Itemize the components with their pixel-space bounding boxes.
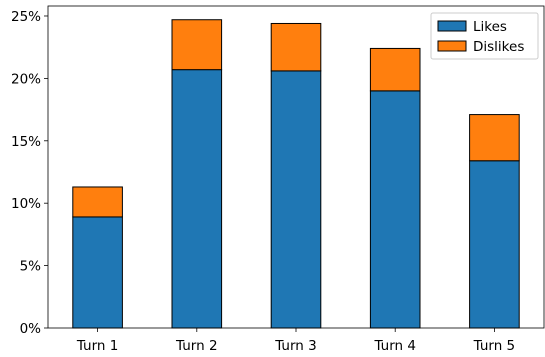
y-tick-label: 25% bbox=[11, 9, 41, 25]
x-tick-label: Turn 5 bbox=[473, 338, 516, 353]
axes-layer: Turn 1 Turn 2 Turn 3 Turn 4 Turn 5 0% 5% 10% 15%… bbox=[11, 5, 545, 354]
bar-likes-turn-2 bbox=[171, 69, 223, 329]
plot-frame bbox=[47, 5, 545, 329]
bar-dislikes-turn-4 bbox=[369, 47, 421, 92]
bar-dislikes-turn-3 bbox=[270, 22, 322, 72]
x-tick-label: Turn 4 bbox=[373, 338, 416, 353]
bar-likes-turn-4 bbox=[369, 90, 421, 329]
bar-likes-turn-1 bbox=[72, 216, 123, 329]
legend-swatch-likes bbox=[437, 20, 467, 32]
bar-dislikes-turn-1 bbox=[72, 186, 123, 218]
y-tick-label: 10% bbox=[11, 196, 41, 212]
x-tick-label: Turn 3 bbox=[274, 338, 317, 353]
y-tick-label: 5% bbox=[20, 259, 42, 275]
bar-likes-turn-5 bbox=[469, 160, 520, 329]
y-tick-label: 20% bbox=[11, 71, 41, 87]
legend-label-dislikes: Dislikes bbox=[473, 39, 524, 55]
x-tick-label: Turn 1 bbox=[76, 338, 119, 353]
x-tick-label: Turn 2 bbox=[175, 338, 218, 353]
bars-layer bbox=[72, 19, 520, 329]
y-tick-label: 0% bbox=[20, 321, 42, 337]
legend: Likes Dislikes bbox=[430, 12, 539, 60]
bar-dislikes-turn-5 bbox=[469, 114, 520, 162]
legend-swatch-dislikes bbox=[437, 40, 467, 52]
bar-dislikes-turn-2 bbox=[171, 19, 223, 71]
legend-label-likes: Likes bbox=[473, 19, 507, 35]
bar-likes-turn-3 bbox=[270, 70, 322, 329]
y-tick-label: 15% bbox=[11, 134, 41, 150]
